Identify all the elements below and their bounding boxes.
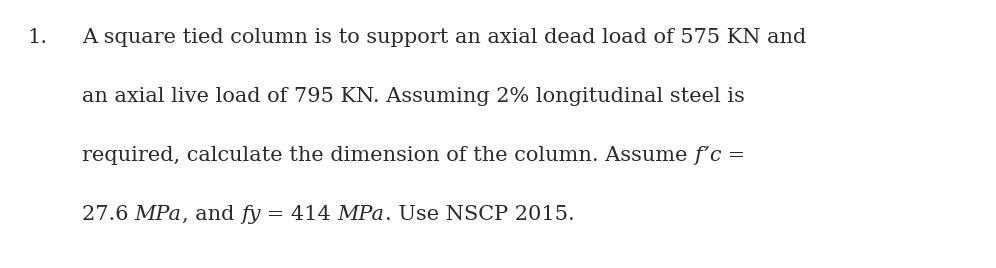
Text: 1.: 1. <box>28 28 48 47</box>
Text: fy: fy <box>241 205 260 224</box>
Text: MPa: MPa <box>338 205 384 224</box>
Text: MPa: MPa <box>134 205 182 224</box>
Text: . Use NSCP 2015.: . Use NSCP 2015. <box>384 205 575 224</box>
Text: an axial live load of 795 KN. Assuming 2% longitudinal steel is: an axial live load of 795 KN. Assuming 2… <box>82 87 745 106</box>
Text: , and: , and <box>182 205 241 224</box>
Text: = 414: = 414 <box>260 205 338 224</box>
Text: f’c: f’c <box>694 146 721 165</box>
Text: required, calculate the dimension of the column. Assume: required, calculate the dimension of the… <box>82 146 694 165</box>
Text: A square tied column is to support an axial dead load of 575 KN and: A square tied column is to support an ax… <box>82 28 806 47</box>
Text: 27.6: 27.6 <box>82 205 134 224</box>
Text: =: = <box>721 146 746 165</box>
